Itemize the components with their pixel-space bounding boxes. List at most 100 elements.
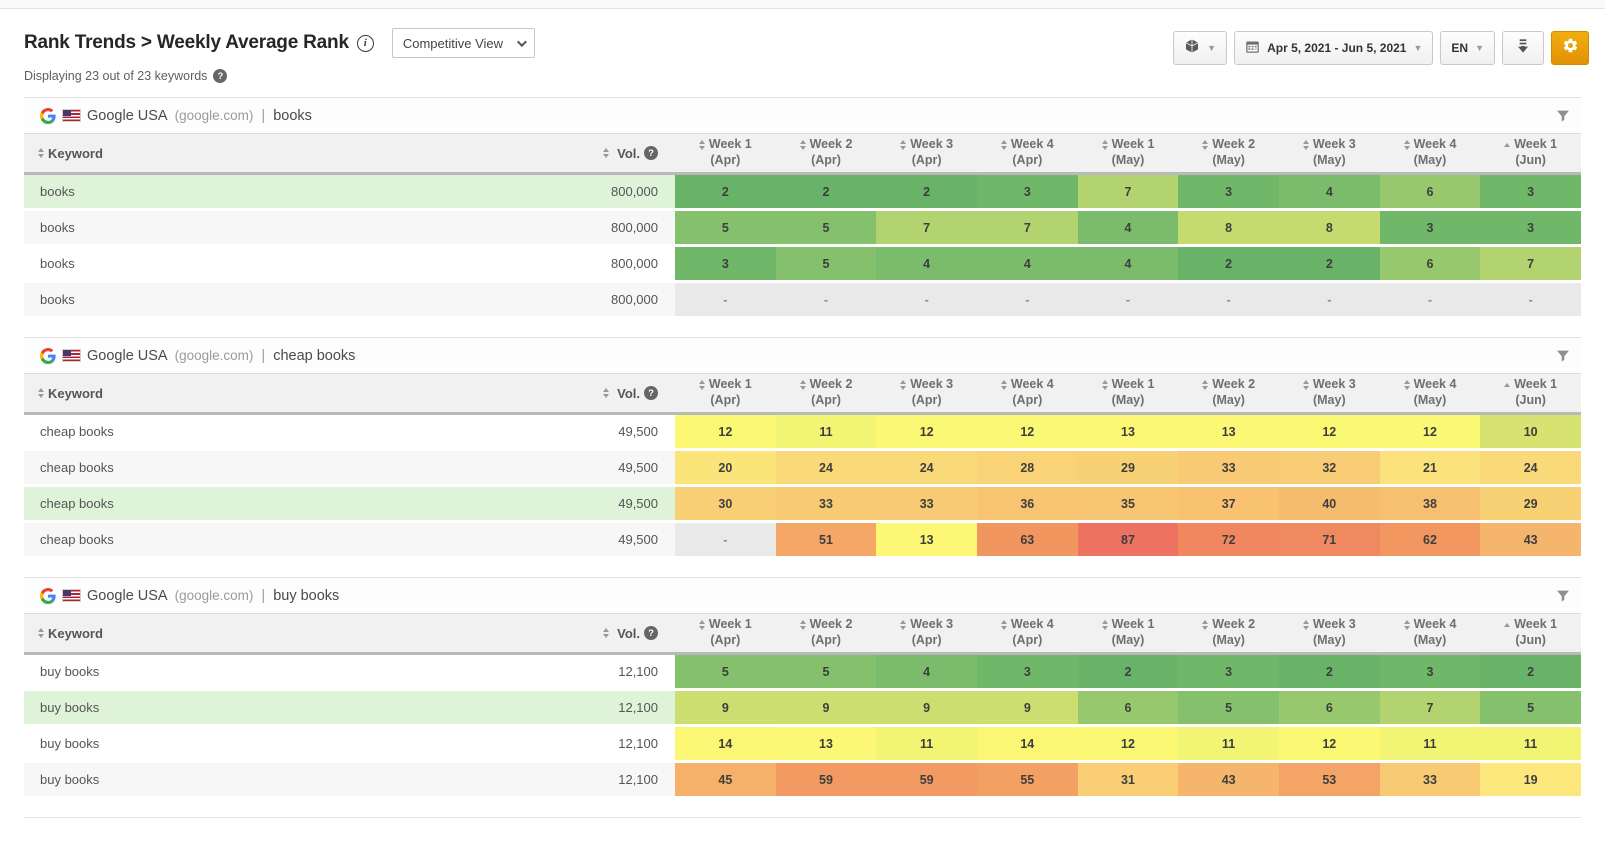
info-icon[interactable]: i	[356, 34, 374, 52]
rank-cell: 3	[976, 175, 1078, 211]
week-sublabel: (Apr)	[710, 393, 741, 407]
filter-icon[interactable]	[1555, 108, 1571, 124]
keyword-cell: buy books	[24, 727, 558, 763]
column-header-week[interactable]: Week 2 (Apr)	[776, 614, 877, 652]
column-header-week[interactable]: Week 4 (May)	[1380, 374, 1481, 412]
column-header-keyword[interactable]: Keyword	[24, 374, 558, 412]
column-header-week[interactable]: Week 4 (Apr)	[977, 614, 1078, 652]
week-label: Week 3	[1312, 617, 1356, 632]
us-flag-icon	[62, 589, 81, 602]
column-header-week[interactable]: Week 1 (Apr)	[675, 614, 776, 652]
table-row: books 800,000 2 2 2 3 7 3 4 6 3	[24, 175, 1581, 211]
column-header-week[interactable]: Week 3 (May)	[1279, 374, 1380, 412]
rank-cell: 10	[1480, 415, 1581, 451]
week-label: Week 1	[1514, 377, 1558, 392]
column-header-volume[interactable]: Vol.?	[558, 134, 658, 172]
date-range-button[interactable]: Apr 5, 2021 - Jun 5, 2021 ▼	[1234, 31, 1434, 65]
filter-icon[interactable]	[1555, 348, 1571, 364]
help-icon[interactable]: ?	[644, 386, 658, 400]
view-mode-select[interactable]: Competitive View	[391, 28, 536, 58]
column-header-week[interactable]: Week 4 (May)	[1380, 614, 1481, 652]
table-body: cheap books 49,500 12 11 12 12 13 13 12 12 10 cheap…	[24, 415, 1581, 559]
column-header-week[interactable]: Week 4 (Apr)	[977, 374, 1078, 412]
us-flag-icon	[62, 349, 81, 362]
rank-cell: 3	[1379, 211, 1481, 247]
group-keyword-label: buy books	[273, 587, 340, 604]
week-sublabel: (May)	[1312, 153, 1346, 167]
rank-cell: 4	[976, 247, 1078, 283]
sort-icon	[1000, 140, 1007, 151]
rank-cell: 13	[775, 727, 877, 763]
table-header-row: Keyword Vol.? Week 1 (Apr) Week 2 (Apr) Week 3…	[24, 373, 1581, 415]
rank-cell: 9	[675, 691, 776, 727]
rank-cell: 2	[1077, 655, 1179, 691]
help-icon[interactable]: ?	[644, 146, 658, 160]
volume-header-label: Vol.	[617, 625, 640, 641]
column-header-week[interactable]: Week 3 (Apr)	[876, 374, 977, 412]
google-logo-icon	[40, 347, 56, 364]
column-header-week[interactable]: Week 2 (Apr)	[776, 374, 877, 412]
column-header-week[interactable]: Week 4 (May)	[1380, 134, 1481, 172]
table-header-row: Keyword Vol.? Week 1 (Apr) Week 2 (Apr) Week 3…	[24, 613, 1581, 655]
column-header-volume[interactable]: Vol.?	[558, 374, 658, 412]
week-sublabel: (Apr)	[1012, 393, 1043, 407]
column-header-week[interactable]: Week 2 (May)	[1178, 374, 1279, 412]
week-sublabel: (May)	[1212, 633, 1245, 647]
sort-icon	[603, 388, 610, 398]
column-header-week[interactable]: Week 2 (May)	[1178, 134, 1279, 172]
week-sublabel: (May)	[1212, 153, 1245, 167]
rank-table-block: Google USA (google.com) | buy books Keyw…	[24, 577, 1581, 799]
sort-icon	[1302, 140, 1309, 151]
help-icon[interactable]: ?	[644, 626, 658, 640]
column-header-week[interactable]: Week 3 (May)	[1279, 614, 1380, 652]
table-body: buy books 12,100 5 5 4 3 2 3 2 3 2 buy books 12,100 9…	[24, 655, 1581, 799]
column-header-volume[interactable]: Vol.?	[558, 614, 658, 652]
week-label: Week 1	[1111, 377, 1155, 392]
sort-icon	[1101, 380, 1108, 391]
filter-icon[interactable]	[1555, 588, 1571, 604]
download-button[interactable]	[1502, 31, 1544, 65]
column-header-week[interactable]: Week 2 (Apr)	[776, 134, 877, 172]
week-label: Week 2	[1212, 377, 1256, 392]
chevron-down-icon	[516, 36, 527, 47]
week-sublabel: (Apr)	[911, 393, 942, 407]
column-header-week[interactable]: Week 1 (May)	[1078, 614, 1179, 652]
keyword-cell: books	[24, 247, 558, 283]
settings-button[interactable]	[1551, 31, 1589, 65]
rank-cell: 5	[675, 211, 776, 247]
week-sublabel: (May)	[1413, 393, 1447, 407]
column-header-week[interactable]: Week 3 (May)	[1279, 134, 1380, 172]
language-button[interactable]: EN ▼	[1440, 31, 1495, 65]
week-label: Week 1	[708, 137, 752, 152]
rank-cell: 20	[675, 451, 776, 487]
rank-cell: 53	[1278, 763, 1380, 799]
column-header-week[interactable]: Week 3 (Apr)	[876, 134, 977, 172]
sort-icon	[1202, 620, 1209, 631]
package-dropdown-button[interactable]: ▼	[1173, 31, 1228, 65]
column-header-week[interactable]: Week 2 (May)	[1178, 614, 1279, 652]
column-header-week[interactable]: Week 1 (May)	[1078, 374, 1179, 412]
rank-cell: -	[1278, 283, 1380, 319]
column-header-week[interactable]: Week 1 (Jun)	[1480, 614, 1581, 652]
help-icon[interactable]: ?	[213, 69, 228, 83]
next-table-edge	[24, 817, 1581, 823]
week-label: Week 2	[809, 617, 853, 632]
column-header-week[interactable]: Week 1 (Apr)	[675, 374, 776, 412]
column-header-week[interactable]: Week 4 (Apr)	[977, 134, 1078, 172]
column-header-keyword[interactable]: Keyword	[24, 614, 558, 652]
volume-cell: 49,500	[558, 523, 658, 559]
rank-cell: 45	[675, 763, 776, 799]
column-header-week[interactable]: Week 1 (Jun)	[1480, 134, 1581, 172]
keyword-header-label: Keyword	[48, 145, 103, 161]
column-header-week[interactable]: Week 3 (Apr)	[876, 614, 977, 652]
week-label: Week 2	[809, 377, 853, 392]
column-header-week[interactable]: Week 1 (Jun)	[1480, 374, 1581, 412]
column-header-week[interactable]: Week 1 (May)	[1078, 134, 1179, 172]
week-sublabel: (Jun)	[1515, 153, 1546, 167]
rank-cell: 13	[876, 523, 977, 559]
rank-cell: 12	[675, 415, 776, 451]
column-header-week[interactable]: Week 1 (Apr)	[675, 134, 776, 172]
sort-icon	[603, 628, 610, 638]
rank-cell: 5	[775, 655, 877, 691]
column-header-keyword[interactable]: Keyword	[24, 134, 558, 172]
